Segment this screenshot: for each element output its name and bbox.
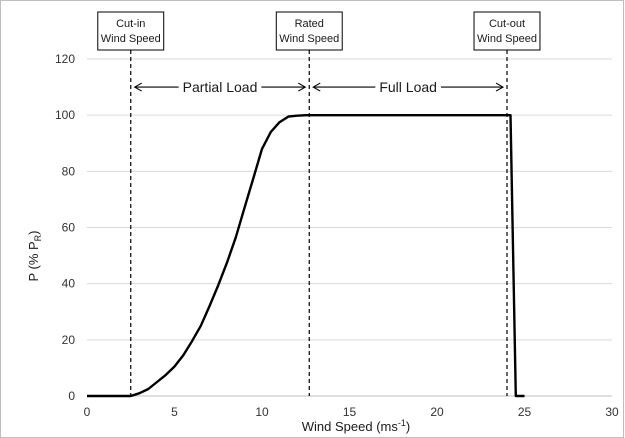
x-tick-label: 20 bbox=[430, 405, 444, 419]
y-tick-label: 100 bbox=[55, 108, 75, 122]
arrow-head bbox=[133, 82, 143, 92]
label-box-text: Cut-in bbox=[116, 18, 145, 30]
arrow-head bbox=[495, 82, 505, 92]
series-group bbox=[87, 113, 525, 398]
y-tick-label: 80 bbox=[62, 164, 76, 178]
x-tick-label: 25 bbox=[518, 405, 532, 419]
wind-speed-boxes: Cut-in Wind Speed Rated Wind Speed Cut-out Wi… bbox=[97, 11, 541, 51]
y-tick-label: 40 bbox=[62, 277, 76, 291]
arrow-head bbox=[297, 82, 307, 92]
label-box-text: Cut-out bbox=[489, 18, 525, 30]
y-axis-ticks: 0 20 40 60 80 100 120 bbox=[55, 52, 75, 403]
x-tick-label: 5 bbox=[171, 405, 178, 419]
y-axis-label: P (% PR) bbox=[26, 230, 43, 281]
wind-speed-label-box: Cut-in Wind Speed bbox=[97, 11, 165, 51]
label-box-border bbox=[473, 11, 541, 51]
x-tick-label: 15 bbox=[343, 405, 357, 419]
x-tick-label: 10 bbox=[255, 405, 269, 419]
x-axis-label: Wind Speed (ms-1) bbox=[302, 418, 410, 434]
y-tick-label: 20 bbox=[62, 333, 76, 347]
region-annotations: Partial Load Full Load bbox=[133, 79, 505, 95]
y-tick-label: 60 bbox=[62, 221, 76, 235]
reference-lines bbox=[130, 50, 508, 396]
label-box-text: Wind Speed bbox=[279, 33, 339, 45]
region-label: Full Load bbox=[379, 79, 437, 95]
wind-speed-label-box: Cut-out Wind Speed bbox=[473, 11, 541, 51]
y-tick-label: 0 bbox=[68, 389, 75, 403]
label-box-text: Wind Speed bbox=[477, 33, 537, 45]
arrow-head bbox=[312, 82, 321, 92]
label-box-border bbox=[275, 11, 343, 51]
wind-speed-label-box: Rated Wind Speed bbox=[275, 11, 343, 51]
region-label: Partial Load bbox=[183, 79, 258, 95]
label-box-text: Wind Speed bbox=[101, 33, 161, 45]
power-curve-line bbox=[87, 113, 525, 398]
x-tick-label: 30 bbox=[605, 405, 619, 419]
label-box-text: Rated bbox=[295, 18, 324, 30]
label-box-border bbox=[97, 11, 165, 51]
x-axis-ticks: 0 5 10 15 20 25 30 bbox=[84, 405, 619, 419]
y-tick-label: 120 bbox=[55, 52, 75, 66]
x-tick-label: 0 bbox=[84, 405, 91, 419]
